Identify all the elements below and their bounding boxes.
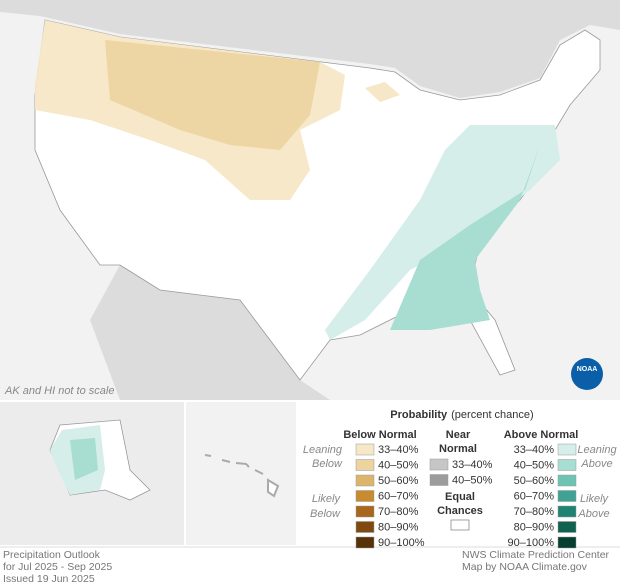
footer-text: Issued 19 Jun 2025 — [3, 573, 95, 585]
range-label: 40–50% — [514, 459, 555, 471]
swatch — [355, 505, 375, 518]
swatch — [355, 459, 375, 471]
range-label: 90–100% — [378, 537, 425, 549]
swatch — [429, 458, 449, 471]
range-label: 40–50% — [378, 459, 419, 471]
category-label: Likely — [580, 493, 610, 505]
range-label: 60–70% — [514, 490, 555, 502]
swatch — [429, 474, 449, 486]
range-label: 33–40% — [452, 459, 493, 471]
swatch — [355, 490, 375, 502]
range-label: 80–90% — [514, 521, 555, 533]
category-label: Below — [312, 458, 343, 470]
swatch — [450, 519, 470, 531]
range-label: 90–100% — [508, 537, 555, 549]
swatch — [557, 521, 577, 533]
scale-note: AK and HI not to scale — [4, 385, 114, 397]
footer-text: Map by NOAA Climate.gov — [462, 561, 588, 573]
footer-text: Precipitation Outlook — [3, 549, 101, 561]
swatch — [355, 521, 375, 533]
column-header: Below Normal — [343, 429, 416, 441]
canada — [0, 0, 620, 98]
swatch — [557, 459, 577, 471]
column-header: Near — [446, 429, 471, 441]
swatch — [557, 490, 577, 502]
category-label: Leaning — [577, 444, 617, 456]
swatch — [557, 474, 577, 487]
column-header: Normal — [439, 443, 477, 455]
category-label: Below — [310, 508, 341, 520]
leaning-above-area — [325, 125, 560, 340]
range-label: 70–80% — [378, 506, 419, 518]
category-label: Above — [580, 458, 612, 470]
noaa-logo — [571, 358, 603, 390]
legend-title: Probability — [390, 409, 448, 421]
footer-text: NWS Climate Prediction Center — [462, 549, 610, 561]
category-label: Likely — [312, 493, 342, 505]
category-label: Above — [577, 508, 609, 520]
legend-subtitle: (percent chance) — [451, 409, 534, 421]
range-label: 80–90% — [378, 521, 419, 533]
hawaii-panel — [186, 402, 296, 545]
alaska-above-40 — [70, 438, 98, 480]
column-header: Above Normal — [504, 429, 579, 441]
legend-title: Probability (percent chance) — [390, 409, 533, 421]
equal-label: Equal — [445, 491, 475, 503]
swatch — [557, 505, 577, 518]
range-label: 50–60% — [378, 475, 419, 487]
logo-text: NOAA — [577, 366, 598, 373]
category-label: Leaning — [303, 444, 343, 456]
leaning-below-area — [365, 82, 400, 102]
range-label: 33–40% — [378, 444, 419, 456]
range-label: 70–80% — [514, 506, 555, 518]
hawaii — [204, 454, 280, 498]
below-40-area — [105, 40, 320, 150]
range-label: 33–40% — [514, 444, 555, 456]
mexico — [90, 265, 330, 400]
swatch — [355, 536, 375, 549]
swatch — [557, 443, 577, 456]
footer-text: for Jul 2025 - Sep 2025 — [3, 561, 112, 573]
swatch — [355, 474, 375, 487]
range-label: 40–50% — [452, 474, 493, 486]
range-label: 50–60% — [514, 475, 555, 487]
range-label: 60–70% — [378, 490, 419, 502]
equal-label: Chances — [437, 505, 483, 517]
swatch — [557, 536, 577, 549]
above-40-area — [390, 145, 540, 330]
swatch — [355, 443, 375, 456]
